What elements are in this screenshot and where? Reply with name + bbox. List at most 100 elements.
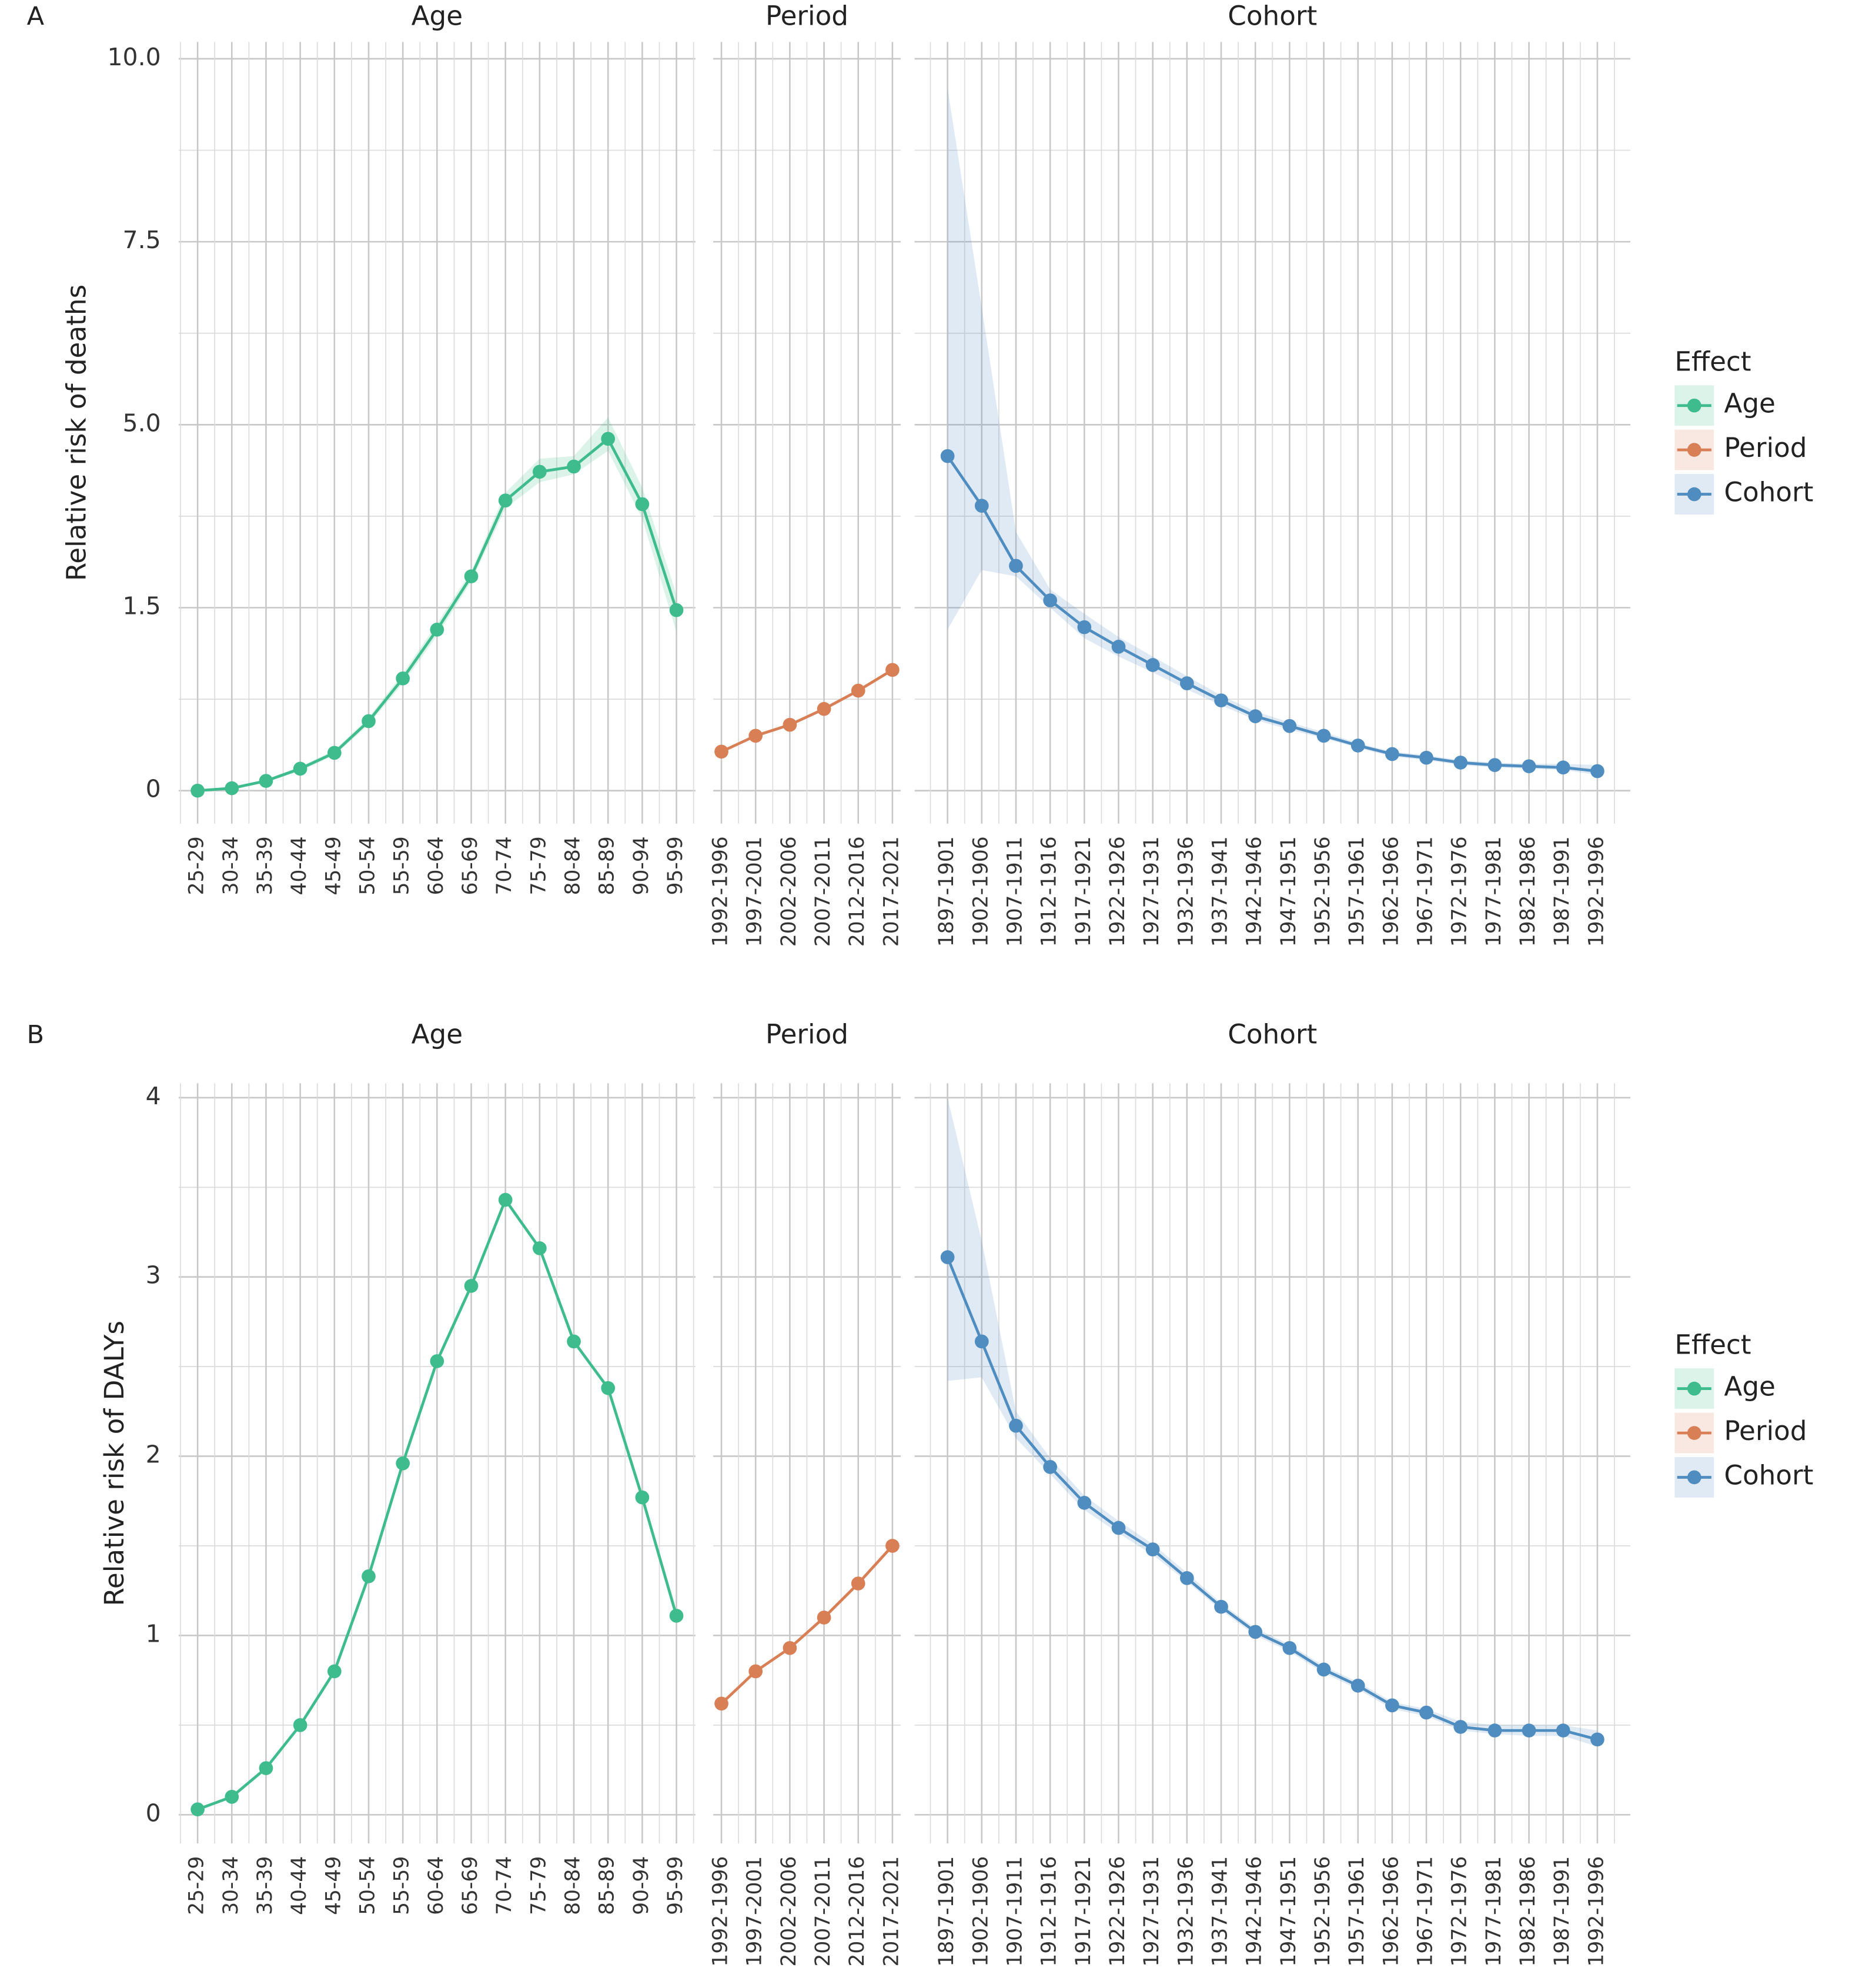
x-tick-label: 1902-1906 xyxy=(969,1856,992,1967)
data-point xyxy=(1009,1418,1023,1433)
legend-label: Age xyxy=(1724,388,1776,419)
x-tick-label: 1937-1941 xyxy=(1209,1856,1232,1967)
data-point xyxy=(567,1334,581,1349)
data-point xyxy=(430,1354,444,1368)
x-tick-label: 1992-1996 xyxy=(709,1856,733,1967)
legend-dot xyxy=(1687,1470,1701,1485)
x-tick-label: 1972-1976 xyxy=(1448,1856,1472,1967)
data-point xyxy=(974,1334,989,1349)
x-tick-label: 60-64 xyxy=(424,1856,448,1915)
x-tick-label: 90-94 xyxy=(630,1856,653,1915)
data-point xyxy=(783,1640,797,1655)
legend-title: Effect xyxy=(1674,1329,1751,1361)
x-tick-label: 1997-2001 xyxy=(743,1856,767,1967)
data-point xyxy=(974,499,989,513)
x-tick-label: 1917-1921 xyxy=(1072,836,1095,947)
data-point xyxy=(1316,1662,1331,1677)
data-point xyxy=(885,663,900,677)
x-tick-label: 70-74 xyxy=(493,836,516,895)
data-point xyxy=(783,717,797,732)
data-point xyxy=(1453,756,1468,770)
y-tick-label: 3 xyxy=(146,1261,161,1289)
x-tick-label: 1962-1966 xyxy=(1379,1856,1403,1967)
x-tick-label: 1957-1961 xyxy=(1345,1856,1369,1967)
x-tick-label: 1992-1996 xyxy=(709,836,733,947)
data-point xyxy=(464,569,479,584)
data-point xyxy=(1556,760,1570,775)
x-tick-label: 2007-2011 xyxy=(811,1856,835,1967)
data-point xyxy=(669,603,684,617)
data-point xyxy=(1590,1732,1604,1747)
y-tick-label: 4 xyxy=(146,1082,161,1110)
x-tick-label: 50-54 xyxy=(356,1856,379,1915)
x-tick-label: 1907-1911 xyxy=(1003,1856,1027,1967)
legend-label: Period xyxy=(1724,1415,1807,1446)
data-point xyxy=(533,465,547,479)
x-tick-label: 1977-1981 xyxy=(1482,836,1506,947)
data-point xyxy=(464,1279,479,1293)
x-tick-label: 50-54 xyxy=(356,836,379,895)
x-tick-label: 1932-1936 xyxy=(1174,1856,1198,1967)
x-tick-label: 2012-2016 xyxy=(845,836,869,947)
legend-label: Cohort xyxy=(1724,477,1813,508)
x-tick-label: 30-34 xyxy=(219,836,243,895)
x-tick-label: 1952-1956 xyxy=(1311,836,1335,947)
data-point xyxy=(635,497,650,512)
x-tick-label: 80-84 xyxy=(561,836,585,895)
data-point xyxy=(714,744,728,759)
x-tick-label: 1902-1906 xyxy=(969,836,992,947)
x-tick-label: 75-79 xyxy=(527,836,550,895)
x-tick-label: 2002-2006 xyxy=(777,1856,801,1967)
data-point xyxy=(1522,1723,1536,1738)
x-tick-label: 1992-1996 xyxy=(1584,1856,1608,1967)
data-point xyxy=(748,1664,763,1679)
data-point xyxy=(1214,1599,1228,1614)
legend-dot xyxy=(1687,398,1701,413)
data-point xyxy=(940,1250,955,1264)
x-tick-label: 1957-1961 xyxy=(1345,836,1369,947)
x-tick-label: 35-39 xyxy=(253,1856,277,1915)
x-tick-label: 55-59 xyxy=(390,836,414,895)
data-point xyxy=(567,459,581,474)
data-point xyxy=(1145,1542,1160,1556)
x-tick-label: 85-89 xyxy=(596,836,619,895)
x-tick-label: 95-99 xyxy=(664,1856,687,1915)
data-point xyxy=(817,701,831,716)
x-tick-label: 65-69 xyxy=(459,1856,482,1915)
legend-dot xyxy=(1687,487,1701,502)
data-point xyxy=(1487,758,1502,772)
data-point xyxy=(396,671,410,686)
data-point xyxy=(1145,658,1160,672)
data-point xyxy=(1385,1698,1399,1713)
x-tick-label: 2017-2021 xyxy=(880,836,903,947)
data-point xyxy=(1077,620,1092,634)
series-line xyxy=(720,1545,894,1705)
data-point xyxy=(1179,1571,1194,1585)
legend-label: Period xyxy=(1724,432,1807,463)
legend-title: Effect xyxy=(1674,346,1751,377)
facet-title: Cohort xyxy=(1228,1019,1317,1050)
x-tick-label: 2012-2016 xyxy=(845,1856,869,1967)
data-point xyxy=(327,746,342,760)
x-tick-label: 45-49 xyxy=(322,1856,345,1915)
data-point xyxy=(1248,709,1263,723)
data-point xyxy=(885,1539,900,1553)
x-tick-label: 1987-1991 xyxy=(1550,1856,1574,1967)
data-point xyxy=(1453,1720,1468,1734)
data-point xyxy=(1590,764,1604,779)
y-tick-label: 1.5 xyxy=(123,592,161,620)
data-point xyxy=(1419,750,1433,765)
x-tick-label: 70-74 xyxy=(493,1856,516,1915)
x-tick-label: 2007-2011 xyxy=(811,836,835,947)
x-tick-label: 1922-1926 xyxy=(1106,1856,1129,1967)
data-point xyxy=(498,1192,513,1207)
data-point xyxy=(1350,739,1365,753)
x-tick-label: 1972-1976 xyxy=(1448,836,1472,947)
data-point xyxy=(1316,729,1331,743)
data-point xyxy=(940,449,955,463)
x-tick-label: 2017-2021 xyxy=(880,1856,903,1967)
data-point xyxy=(817,1611,831,1625)
x-tick-label: 45-49 xyxy=(322,836,345,895)
x-tick-label: 1982-1986 xyxy=(1516,1856,1540,1967)
